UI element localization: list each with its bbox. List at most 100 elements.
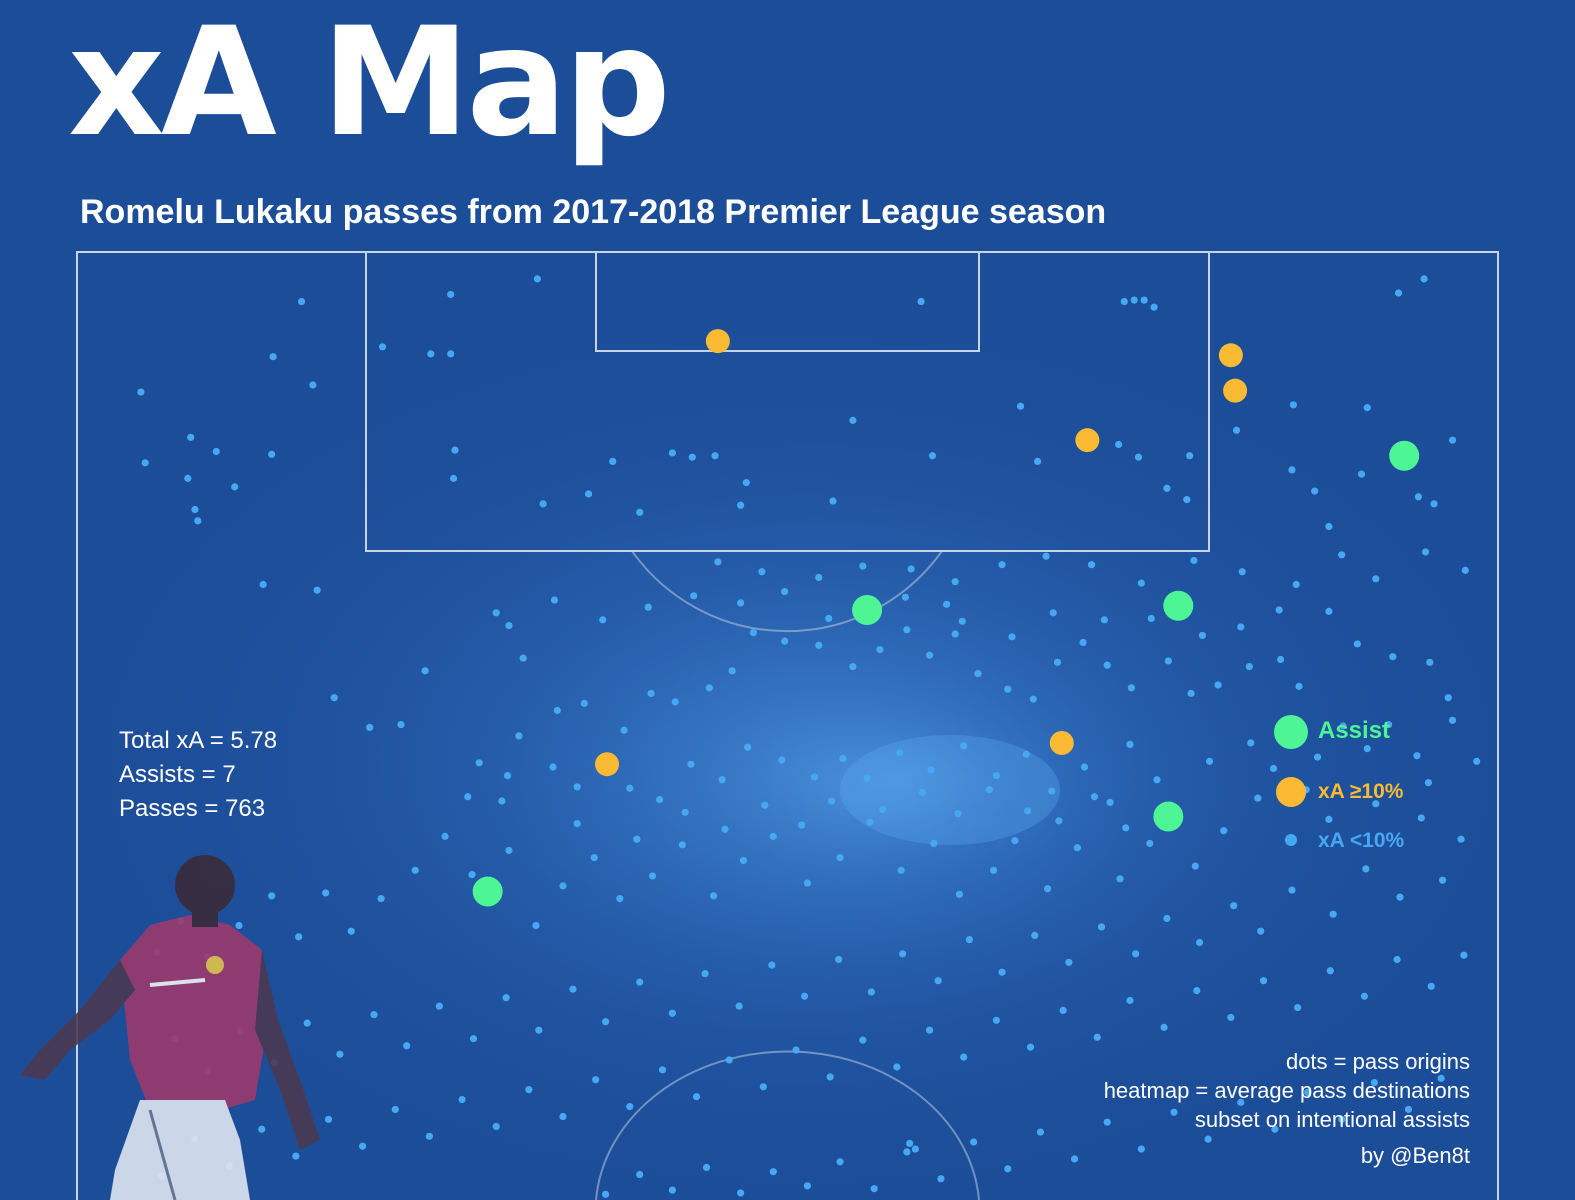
xa-low-point bbox=[1146, 839, 1154, 848]
xa-low-point bbox=[781, 587, 789, 596]
xa-low-point bbox=[633, 835, 641, 843]
xa-low-point bbox=[1372, 575, 1380, 583]
xa-low-point bbox=[1042, 552, 1050, 560]
xa-low-point bbox=[297, 297, 306, 306]
xa-low-point bbox=[636, 508, 644, 516]
xa-low-point bbox=[137, 388, 145, 396]
xa-low-point bbox=[336, 1050, 344, 1058]
xa-low-point bbox=[1126, 996, 1134, 1005]
xa-low-point bbox=[1276, 655, 1285, 664]
xa-low-point bbox=[859, 1036, 867, 1044]
xa-low-point bbox=[590, 853, 598, 862]
xa-low-point bbox=[1055, 817, 1063, 825]
xa-low-point bbox=[347, 927, 355, 935]
xa-low-point bbox=[397, 720, 405, 729]
xa-low-point bbox=[268, 892, 276, 900]
xa-low-point bbox=[954, 810, 962, 818]
assist-point bbox=[1163, 590, 1194, 621]
xa-low-point bbox=[533, 275, 542, 283]
xa-low-point bbox=[449, 474, 458, 482]
xa-low-point bbox=[1127, 684, 1135, 692]
xa-low-point bbox=[559, 882, 567, 890]
assist-point bbox=[1153, 801, 1184, 832]
xa-low-point bbox=[798, 821, 806, 829]
xa-low-point bbox=[1043, 885, 1052, 893]
xa-low-point bbox=[1026, 1043, 1035, 1051]
xa-low-point bbox=[1404, 1105, 1413, 1114]
xa-low-point bbox=[1070, 1155, 1079, 1163]
xa-low-point bbox=[636, 978, 644, 986]
xa-low-point bbox=[1031, 931, 1039, 940]
xa-low-point bbox=[1438, 876, 1447, 884]
xa-low-point bbox=[1036, 1128, 1045, 1136]
xa-low-point bbox=[1461, 566, 1469, 574]
xa-low-point bbox=[532, 921, 540, 930]
xa-low-point bbox=[836, 853, 844, 862]
xa-low-point bbox=[1164, 657, 1172, 665]
penalty-arc bbox=[631, 550, 943, 633]
xa-low-point bbox=[268, 450, 276, 458]
xa-low-point bbox=[1237, 623, 1245, 631]
xa-low-point bbox=[1360, 992, 1369, 1000]
xa-low-point bbox=[951, 630, 959, 638]
xa-high-point bbox=[1075, 428, 1100, 453]
xa-low-point bbox=[1292, 580, 1300, 589]
xa-low-point bbox=[998, 968, 1006, 976]
xa-low-point bbox=[907, 565, 915, 573]
xa-low-point bbox=[1191, 862, 1199, 870]
xa-low-point bbox=[505, 621, 513, 630]
xa-low-point bbox=[324, 1115, 333, 1123]
xa-low-point bbox=[951, 578, 959, 586]
xa-low-point bbox=[989, 866, 998, 874]
xa-low-point bbox=[309, 381, 317, 389]
xa-low-point bbox=[626, 784, 634, 792]
xa-low-point bbox=[897, 866, 905, 874]
heatmap-blob bbox=[840, 735, 1060, 845]
xa-low-point bbox=[620, 726, 628, 734]
xa-low-point bbox=[1160, 1023, 1168, 1031]
xa-low-point bbox=[1357, 470, 1366, 478]
xa-low-point bbox=[705, 684, 713, 692]
xa-low-point bbox=[1116, 875, 1124, 883]
xa-low-point bbox=[427, 350, 435, 358]
xa-low-point bbox=[1437, 1074, 1445, 1082]
xa-low-point bbox=[1353, 640, 1361, 648]
xa-low-point bbox=[1363, 404, 1371, 412]
xa-low-point bbox=[974, 670, 982, 678]
xa-low-point bbox=[1053, 658, 1062, 666]
xa-low-point bbox=[815, 641, 823, 649]
xa-low-point bbox=[692, 1093, 701, 1101]
xa-low-point bbox=[515, 732, 523, 740]
xa-low-point bbox=[725, 1056, 733, 1064]
xa-low-point bbox=[903, 1148, 911, 1156]
xa-low-point bbox=[1326, 967, 1334, 975]
xa-low-point bbox=[825, 614, 833, 623]
xa-low-point bbox=[671, 698, 679, 706]
xa-low-point bbox=[1011, 837, 1019, 845]
xa-low-point bbox=[1430, 500, 1438, 508]
xa-low-point bbox=[815, 573, 823, 582]
xa-low-point bbox=[1417, 814, 1425, 822]
xa-low-point bbox=[1394, 289, 1403, 297]
xa-low-point bbox=[792, 1046, 800, 1054]
xa-low-point bbox=[231, 483, 239, 491]
xa-low-point bbox=[194, 517, 202, 525]
xa-low-point bbox=[810, 773, 819, 781]
xa-low-point bbox=[1414, 493, 1423, 501]
xa-low-point bbox=[918, 788, 927, 797]
xa-low-point bbox=[1187, 689, 1195, 698]
xa-low-point bbox=[505, 846, 513, 855]
xa-low-point bbox=[1288, 466, 1296, 474]
xa-low-point bbox=[1100, 616, 1108, 624]
xa-low-point bbox=[549, 763, 557, 771]
xa-low-point bbox=[191, 505, 199, 514]
xa-low-point bbox=[800, 992, 809, 1000]
xa-low-point bbox=[447, 290, 455, 299]
xa-low-point bbox=[592, 1076, 600, 1084]
xa-low-point bbox=[702, 1163, 711, 1172]
xa-low-point bbox=[879, 805, 887, 814]
xa-low-point bbox=[737, 1189, 745, 1197]
xa-low-point bbox=[1325, 522, 1333, 531]
xa-low-point bbox=[447, 350, 455, 358]
xa-low-point bbox=[870, 1185, 878, 1193]
